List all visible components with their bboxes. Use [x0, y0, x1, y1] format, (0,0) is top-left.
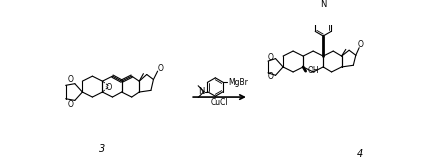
Text: 4: 4 — [357, 149, 363, 159]
Text: MgBr: MgBr — [228, 78, 248, 87]
Text: N: N — [320, 0, 326, 9]
Text: OH: OH — [307, 66, 319, 75]
Text: N: N — [198, 87, 205, 96]
Text: O: O — [267, 72, 273, 81]
Text: ·O: ·O — [104, 82, 112, 92]
Text: O: O — [68, 100, 74, 109]
Text: 3: 3 — [99, 144, 105, 154]
Text: O: O — [267, 53, 273, 62]
Text: O: O — [358, 40, 364, 49]
Text: O: O — [157, 64, 163, 73]
Text: CuCl: CuCl — [210, 98, 228, 107]
Text: O: O — [68, 75, 74, 84]
